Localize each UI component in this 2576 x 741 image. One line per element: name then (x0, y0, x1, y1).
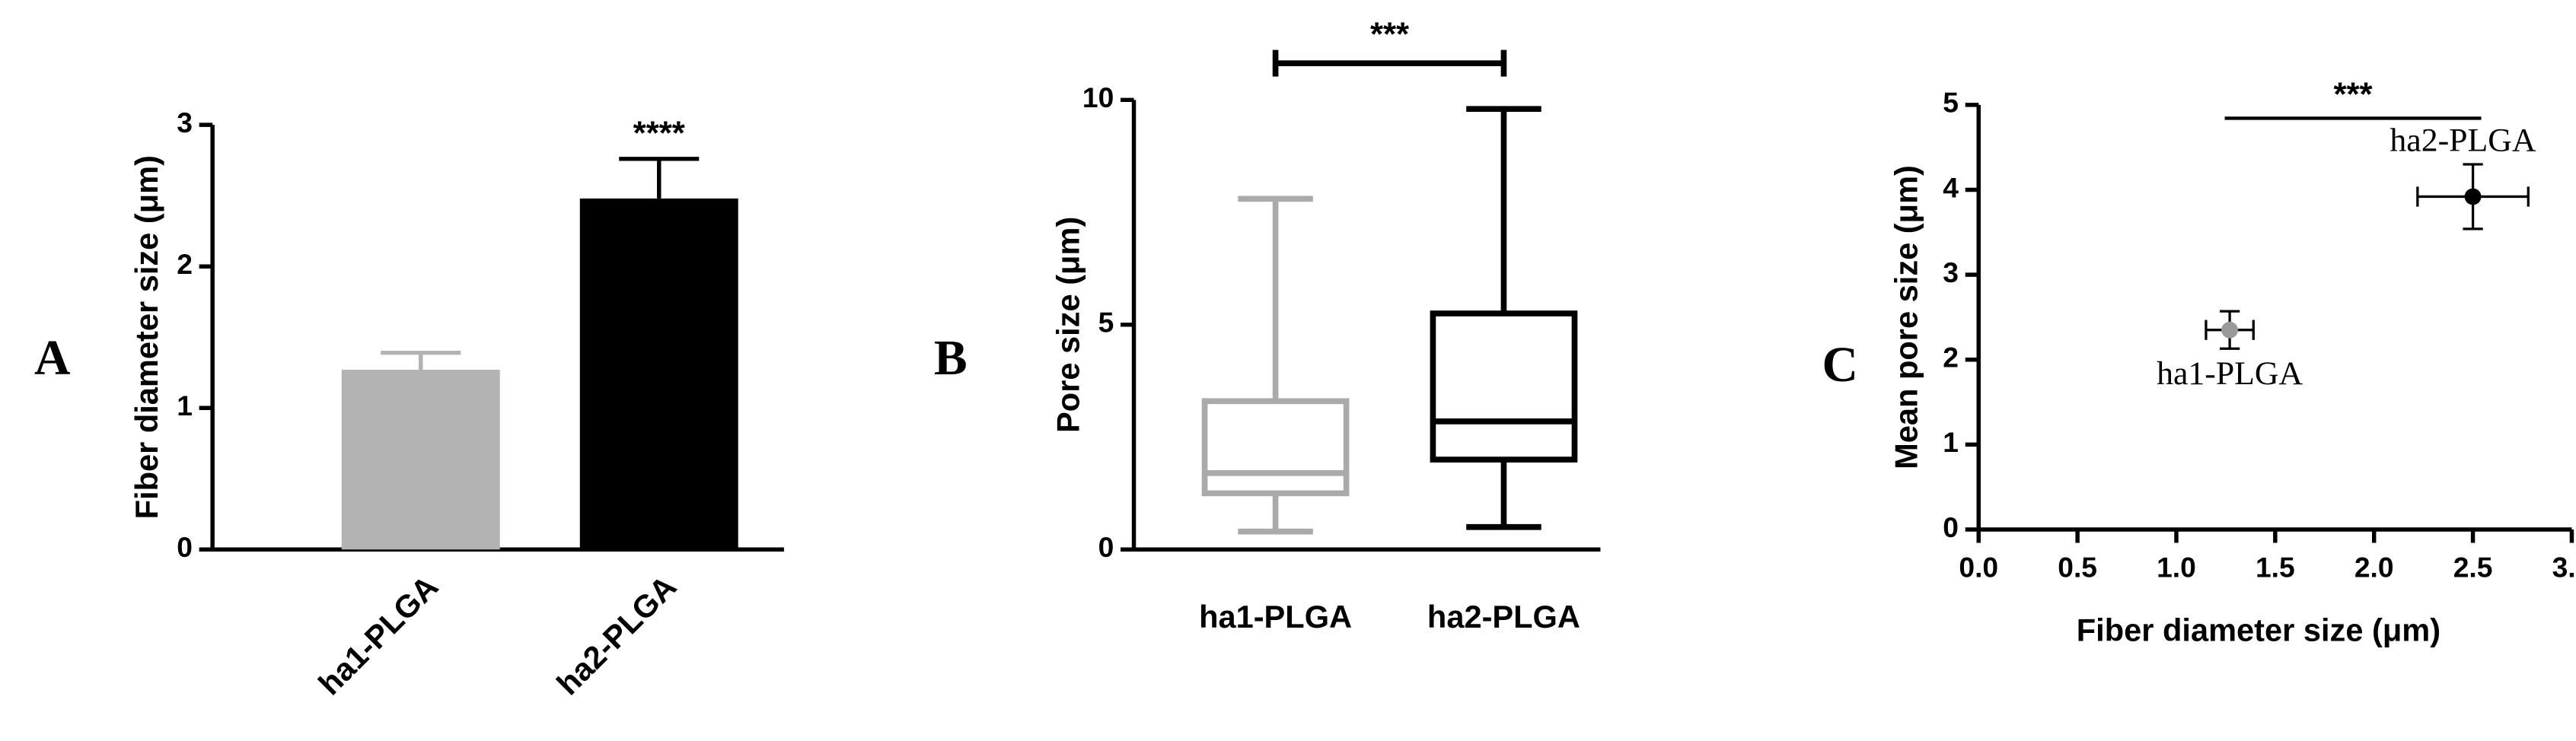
x-tick-label: ha2-PLGA (1427, 599, 1580, 634)
y-tick-label: 3 (1943, 256, 1959, 288)
y-tick-label: 1 (177, 390, 193, 421)
annotation: **** (633, 115, 685, 152)
y-tick-label: 2 (1943, 342, 1959, 374)
x-tick-label: 1.5 (2256, 551, 2295, 583)
y-tick-label: 0 (177, 531, 193, 563)
y-tick-label: 5 (1943, 87, 1959, 119)
x-tick-label: 0.0 (1959, 551, 1998, 583)
x-tick-label: ha1-PLGA (311, 568, 445, 701)
point-label: ha1-PLGA (2157, 355, 2303, 392)
x-tick-label: 1.0 (2157, 551, 2196, 583)
y-axis-label: Pore size (μm) (1050, 217, 1086, 433)
annotation: *** (1370, 16, 1409, 53)
panel-label: B (934, 330, 968, 386)
point (2221, 321, 2239, 339)
y-tick-label: 0 (1098, 531, 1114, 563)
bar (579, 198, 738, 550)
box (1430, 310, 1578, 463)
annotation: *** (2333, 76, 2372, 113)
x-tick-label: 0.5 (2058, 551, 2097, 583)
y-tick-label: 3 (177, 107, 193, 138)
y-tick-label: 1 (1943, 426, 1959, 458)
y-tick-label: 10 (1082, 81, 1114, 113)
box (1201, 398, 1350, 497)
y-axis-label: Fiber diameter size (μm) (129, 155, 164, 519)
x-tick-label: 2.0 (2354, 551, 2394, 583)
y-tick-label: 2 (177, 248, 193, 280)
panel-label: C (1822, 337, 1857, 393)
bar (341, 370, 500, 550)
point-label: ha2-PLGA (2389, 122, 2536, 158)
y-axis-label: Mean pore size (μm) (1888, 165, 1924, 469)
y-tick-label: 4 (1943, 171, 1959, 203)
x-axis-label: Fiber diameter size (μm) (2077, 612, 2441, 648)
point (2464, 188, 2482, 205)
x-tick-label: ha2-PLGA (550, 568, 683, 701)
y-tick-label: 5 (1098, 307, 1114, 339)
x-tick-label: 3.0 (2552, 551, 2576, 583)
y-tick-label: 0 (1943, 511, 1959, 543)
x-tick-label: ha1-PLGA (1199, 599, 1352, 634)
panel-label: A (34, 330, 70, 386)
x-tick-label: 2.5 (2453, 551, 2493, 583)
